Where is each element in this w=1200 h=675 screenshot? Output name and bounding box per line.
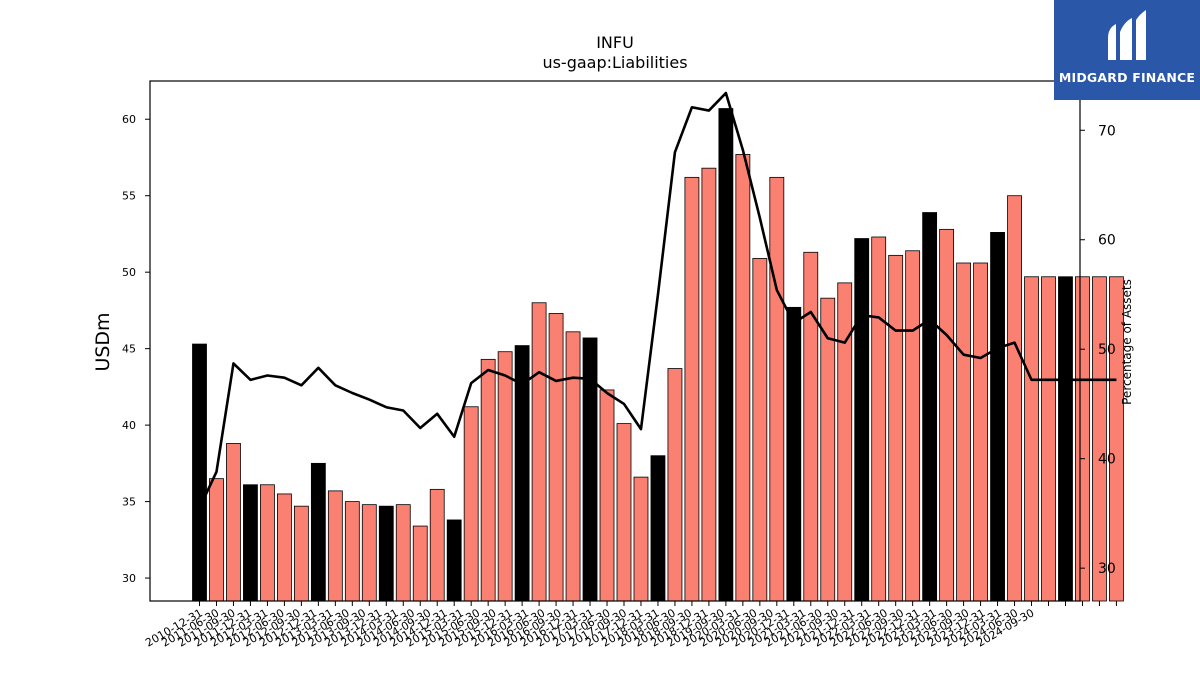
y-tick-label: 50 — [122, 266, 136, 279]
bar — [684, 176, 700, 602]
y-axis-left: 30 35 40 45 50 55 60 — [122, 113, 150, 585]
bar — [939, 228, 955, 602]
bar — [565, 331, 581, 602]
bar — [1007, 195, 1022, 602]
bar — [871, 236, 887, 602]
bar — [667, 368, 683, 602]
bar — [803, 251, 819, 602]
plot-frame — [149, 80, 1081, 602]
bar — [412, 525, 428, 602]
chart-subtitle: us-gaap:Liabilities — [542, 53, 687, 72]
bar — [497, 351, 513, 602]
bar — [260, 484, 275, 602]
bar — [276, 493, 292, 602]
bar — [226, 443, 241, 602]
bar — [480, 358, 496, 602]
bar — [718, 108, 734, 602]
bar — [820, 297, 836, 602]
bar — [395, 504, 411, 602]
bar — [633, 476, 649, 602]
bar — [973, 262, 988, 602]
bar — [463, 406, 479, 602]
bar — [854, 238, 870, 602]
bar — [837, 282, 853, 602]
y-tick-label: 30 — [122, 572, 136, 585]
y-tick-label: 60 — [122, 113, 136, 126]
bar — [429, 488, 445, 602]
y2-tick-label: 40 — [1098, 452, 1116, 468]
midgard-logo-icon — [1108, 10, 1146, 60]
brand-name: MIDGARD FINANCE — [1058, 70, 1196, 85]
bar — [769, 176, 785, 602]
bar — [243, 484, 258, 602]
series-line-percentage-of-assets — [198, 91, 1117, 509]
brand-logo: MIDGARD FINANCE — [1054, 0, 1200, 100]
bar — [786, 306, 802, 602]
bar — [531, 302, 547, 602]
bar — [650, 455, 666, 602]
y2-tick-label: 60 — [1098, 233, 1116, 249]
y-axis-right: 30 40 50 60 70 — [1080, 123, 1116, 577]
y-tick-label: 45 — [122, 343, 136, 356]
chart-title: INFU — [596, 33, 634, 52]
bar — [192, 343, 207, 602]
bar — [378, 505, 394, 602]
bar — [990, 232, 1005, 602]
bar — [616, 423, 632, 602]
bar — [209, 478, 224, 602]
bar — [1024, 276, 1039, 602]
bar — [361, 504, 377, 602]
y2-tick-label: 70 — [1098, 123, 1116, 139]
bar — [905, 250, 921, 602]
y2-axis-label: Percentage of Assets — [1120, 279, 1134, 405]
bar — [599, 389, 615, 602]
bar — [735, 154, 751, 602]
y2-tick-label: 50 — [1098, 342, 1116, 358]
y2-tick-label: 30 — [1098, 561, 1116, 577]
y-tick-label: 40 — [122, 419, 136, 432]
bar — [888, 254, 904, 602]
bar — [1075, 276, 1090, 602]
bar — [1058, 276, 1073, 602]
bar — [548, 313, 564, 602]
bar — [327, 490, 343, 602]
y-tick-label: 35 — [122, 496, 136, 509]
bar — [752, 258, 768, 602]
bar — [344, 501, 360, 602]
bar — [293, 505, 309, 602]
bar — [446, 519, 462, 602]
bar — [956, 262, 971, 602]
bar — [310, 462, 326, 602]
bar — [1092, 276, 1107, 602]
line-layer — [198, 91, 1117, 509]
bar — [701, 167, 717, 602]
y-tick-label: 55 — [122, 190, 136, 203]
y-axis-label: USDm — [92, 312, 114, 371]
bar — [1041, 276, 1056, 602]
bar — [922, 212, 938, 602]
x-axis: 2010-12-312011-06-302011-09-302011-12-31… — [143, 601, 1117, 650]
